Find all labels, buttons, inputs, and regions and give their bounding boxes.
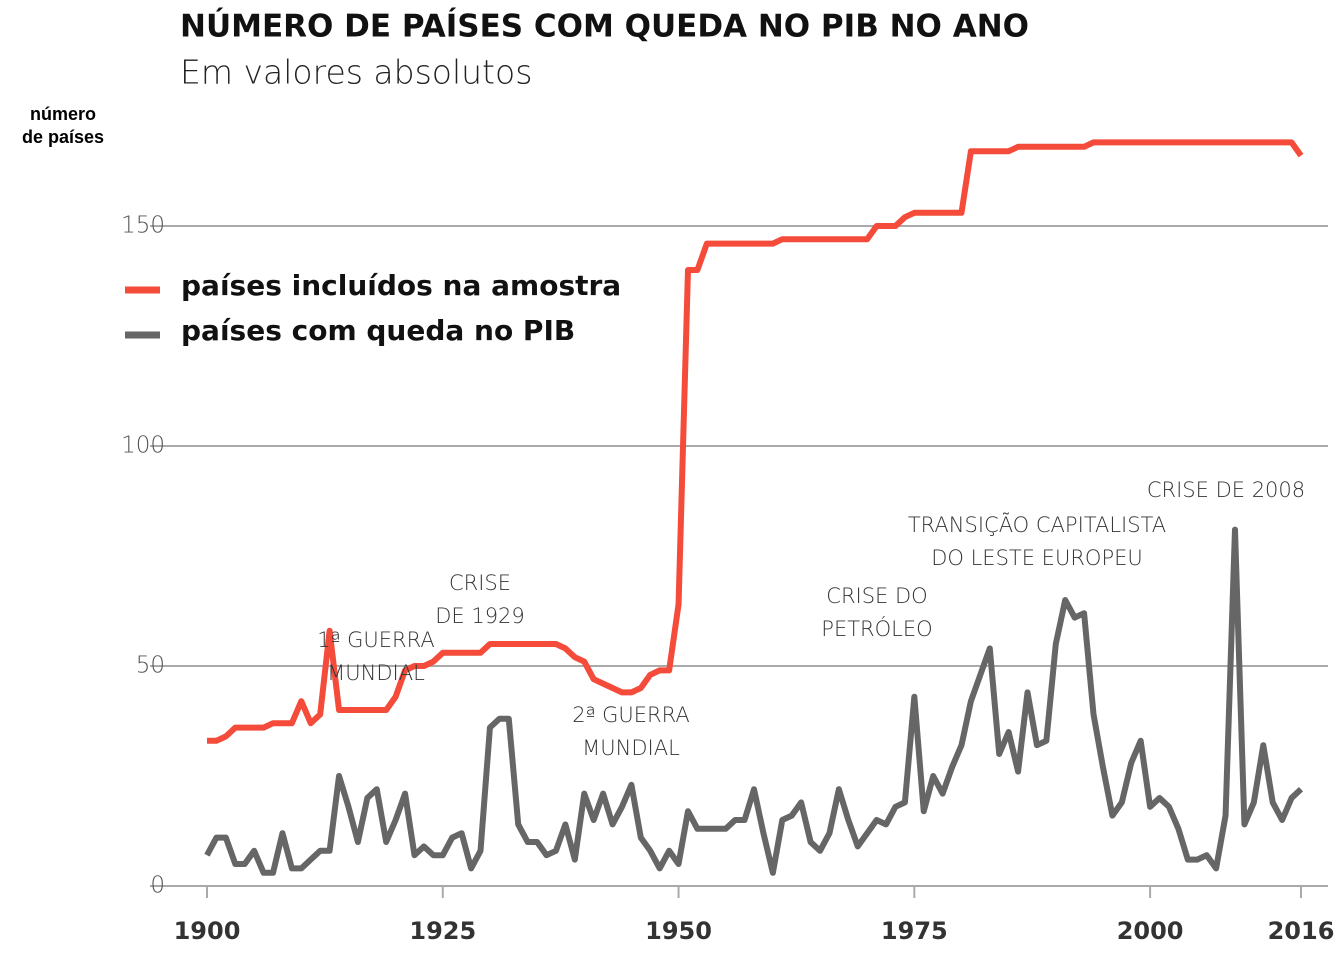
annotation: MUNDIAL <box>582 736 680 760</box>
x-tick-label: 1975 <box>881 917 948 945</box>
x-tick-label: 2016 <box>1268 917 1335 945</box>
legend-label: países com queda no PIB <box>181 314 575 347</box>
y-tick-label: 150 <box>121 213 165 239</box>
legend-label: países incluídos na amostra <box>181 269 621 302</box>
chart-subtitle: Em valores absolutos <box>180 53 532 92</box>
annotation: CRISE <box>449 571 511 595</box>
annotation: DE 1929 <box>435 604 525 628</box>
series-line <box>207 139 1304 744</box>
x-tick-label: 1900 <box>174 917 241 945</box>
x-tick-label: 1925 <box>409 917 476 945</box>
annotation: TRANSIÇÃO CAPITALISTA <box>908 512 1166 537</box>
series-line <box>204 526 1304 876</box>
annotation: 1ª GUERRA <box>317 628 435 652</box>
annotation: DO LESTE EUROPEU <box>931 546 1143 570</box>
y-axis-label: de países <box>22 127 104 147</box>
x-tick-label: 2000 <box>1117 917 1184 945</box>
annotation: MUNDIAL <box>327 661 425 685</box>
annotation: CRISE DO <box>826 584 927 608</box>
annotation: CRISE DE 2008 <box>1147 478 1305 502</box>
x-tick-label: 1950 <box>645 917 712 945</box>
annotation: PETRÓLEO <box>821 616 932 641</box>
annotation: 2ª GUERRA <box>572 703 690 727</box>
y-tick-label: 0 <box>150 873 165 899</box>
chart-title: NÚMERO DE PAÍSES COM QUEDA NO PIB NO ANO <box>180 8 1029 45</box>
y-axis-label: número <box>30 104 96 124</box>
y-tick-label: 100 <box>121 433 165 459</box>
y-tick-label: 50 <box>136 653 165 679</box>
